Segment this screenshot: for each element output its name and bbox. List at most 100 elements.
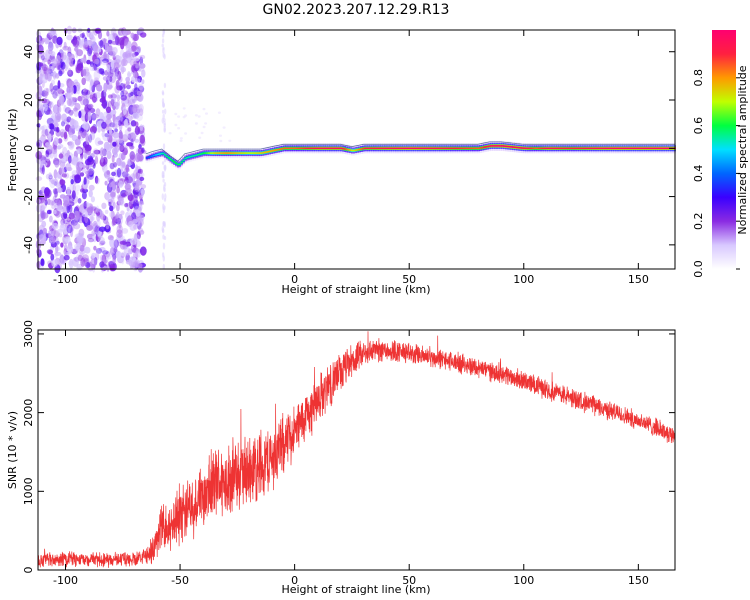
- noise-blob: [161, 161, 165, 165]
- noise-blob: [111, 154, 115, 163]
- noise-blob: [134, 138, 140, 143]
- noise-blob: [44, 37, 50, 45]
- noise-blob: [132, 218, 138, 224]
- colorbar-tick-label: 0.6: [692, 117, 705, 135]
- ridge-core: [583, 147, 587, 150]
- ridge-core: [473, 147, 477, 150]
- noise-blob: [123, 246, 131, 256]
- ridge-core: [323, 147, 326, 150]
- noise-blob: [61, 113, 68, 122]
- colorbar: 0.0 0.2 0.4 0.6 0.8 Normalized spectral ampl…: [692, 30, 749, 278]
- noise-blob: [129, 145, 135, 150]
- noise-blob: [61, 173, 67, 178]
- noise-blob: [141, 249, 146, 255]
- ridge-core: [574, 147, 577, 150]
- noise-blob: [83, 152, 88, 159]
- noise-blob: [134, 126, 140, 135]
- noise-blob: [104, 209, 109, 214]
- noise-blob: [64, 65, 68, 71]
- ridge-core: [250, 152, 253, 154]
- ridge-core: [589, 147, 592, 150]
- noise-blob: [63, 104, 67, 113]
- noise-blob: [101, 121, 107, 129]
- noise-blob: [51, 146, 58, 155]
- noise-blob: [35, 70, 43, 75]
- noise-blob: [117, 197, 124, 206]
- noise-blob: [105, 221, 110, 230]
- ridge-core: [435, 147, 438, 150]
- ridge-core: [490, 145, 493, 147]
- ridge-core: [189, 155, 193, 158]
- spectrogram-y-tick-label: 20: [22, 93, 35, 107]
- noise-blob: [36, 101, 43, 110]
- noise-blob: [162, 242, 166, 250]
- noise-blob: [40, 210, 46, 220]
- ridge-core: [149, 155, 152, 158]
- noise-blob: [62, 51, 67, 61]
- noise-blob: [131, 76, 136, 83]
- ridge-core: [395, 147, 398, 150]
- noise-blob: [40, 233, 47, 241]
- ridge-core: [552, 147, 555, 150]
- noise-blob: [84, 149, 89, 154]
- ridge-core: [272, 149, 275, 152]
- noise-blob: [67, 68, 72, 75]
- noise-blob: [122, 106, 127, 115]
- ridge-core: [508, 145, 511, 148]
- noise-blob: [46, 249, 54, 255]
- ridge-core: [173, 161, 176, 163]
- ridge-core: [261, 152, 264, 154]
- ridge-core: [615, 147, 618, 150]
- spectrogram-x-tick-label: -100: [53, 273, 78, 286]
- noise-blob: [163, 182, 167, 187]
- noise-blob: [37, 161, 44, 169]
- noise-blob: [74, 138, 81, 146]
- noise-blob: [62, 146, 68, 155]
- noise-blob: [69, 85, 75, 95]
- noise-blob: [127, 158, 132, 165]
- ridge-core: [206, 152, 209, 154]
- noise-blob: [205, 112, 208, 115]
- noise-blob: [141, 147, 145, 153]
- ridge-core: [197, 153, 200, 156]
- noise-blob: [137, 75, 143, 83]
- noise-blob: [162, 234, 165, 240]
- noise-blob: [41, 129, 48, 137]
- noise-blob: [115, 79, 120, 89]
- noise-blob: [39, 193, 46, 199]
- noise-blob: [110, 191, 116, 198]
- noise-blob: [109, 76, 113, 83]
- noise-blob: [115, 217, 121, 225]
- noise-blob: [68, 126, 76, 135]
- noise-blob: [65, 59, 69, 69]
- ridge-core: [510, 146, 513, 148]
- noise-blob: [217, 111, 221, 114]
- noise-blob: [105, 118, 112, 128]
- noise-blob: [128, 92, 132, 98]
- noise-blob: [130, 120, 137, 127]
- snr-y-tick-label: 3000: [22, 320, 35, 348]
- noise-blob: [64, 236, 71, 244]
- ridge-core: [224, 152, 227, 154]
- ridge-core: [151, 155, 154, 157]
- noise-blob: [114, 119, 119, 125]
- noise-blob: [118, 138, 123, 144]
- noise-blob: [84, 246, 91, 254]
- noise-blob: [134, 152, 141, 163]
- noise-blob: [61, 120, 65, 127]
- noise-blob: [120, 94, 128, 101]
- noise-blob: [89, 92, 94, 98]
- ridge-core: [231, 152, 235, 154]
- ridge-core: [486, 145, 489, 148]
- noise-blob: [38, 238, 44, 244]
- ridge-core: [367, 147, 370, 150]
- noise-blob: [38, 137, 46, 142]
- ridge-core: [530, 147, 533, 150]
- ridge-core: [550, 147, 554, 150]
- noise-blob: [47, 41, 54, 52]
- noise-blob: [79, 163, 84, 168]
- noise-blob: [92, 114, 100, 119]
- noise-blob: [35, 91, 42, 101]
- ridge-core: [448, 147, 451, 150]
- ridge-core: [153, 154, 156, 157]
